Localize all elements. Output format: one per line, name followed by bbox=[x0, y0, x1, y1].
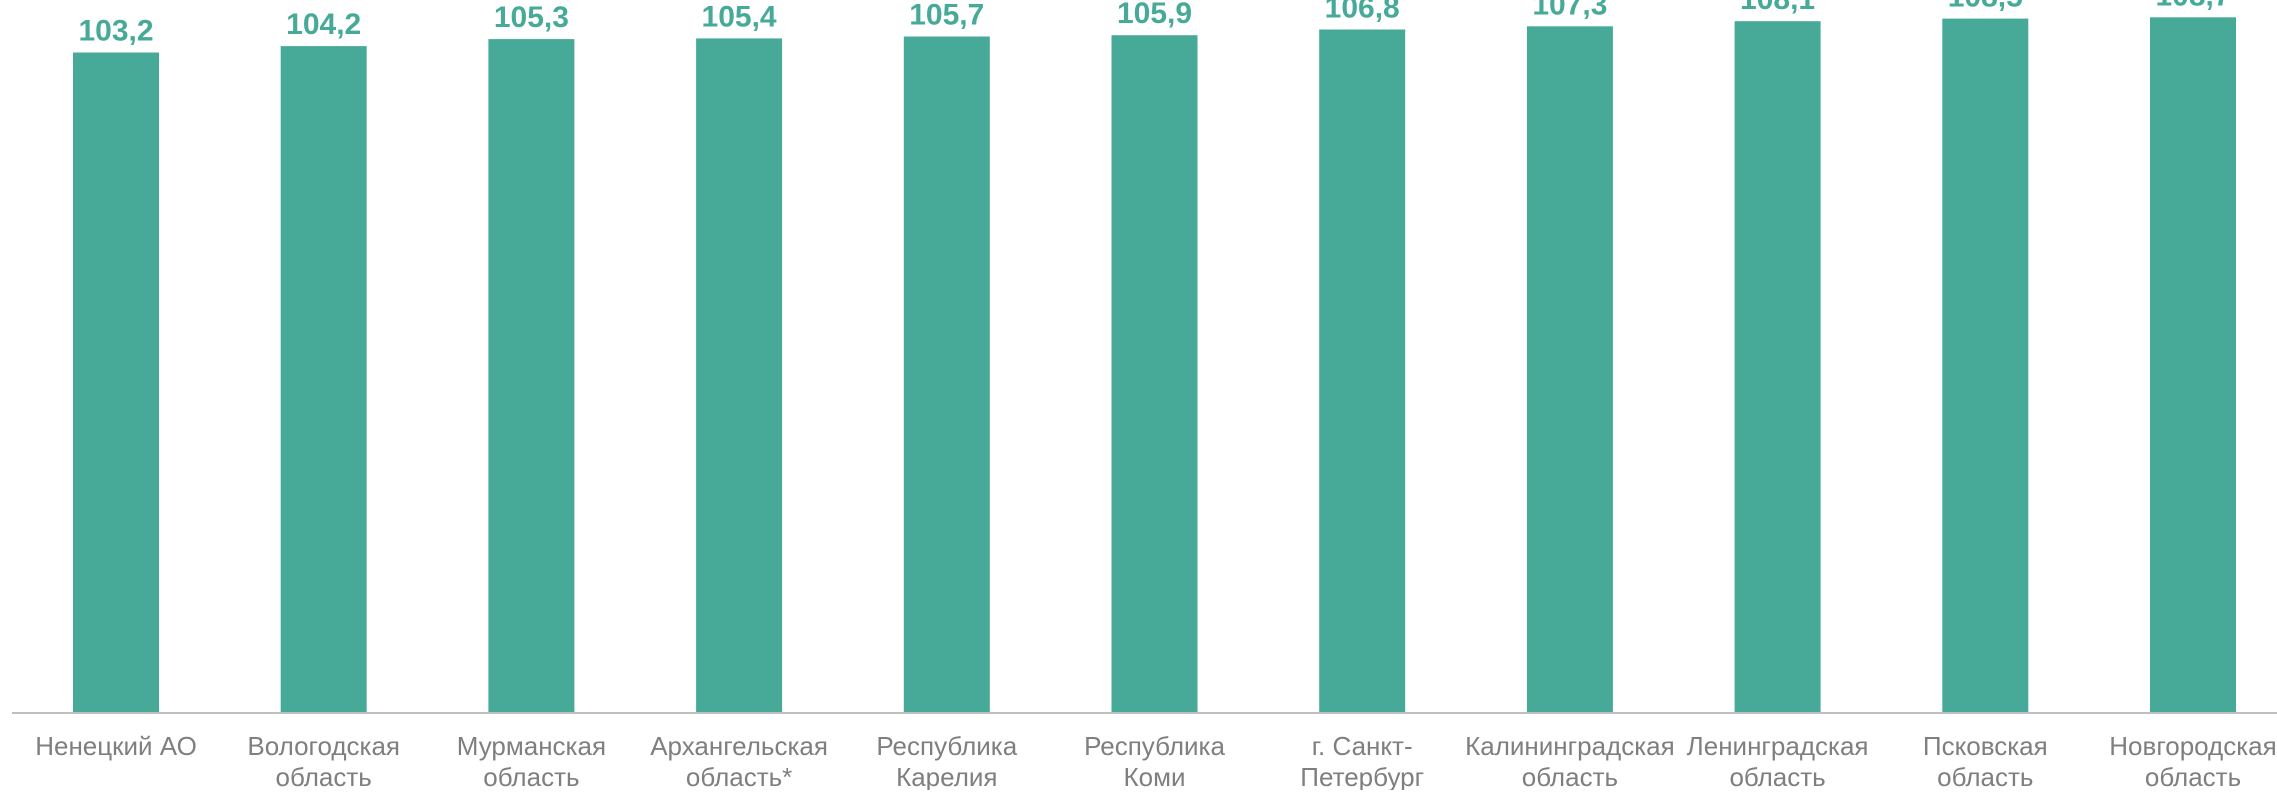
category-label-2-line-1: область bbox=[483, 762, 579, 790]
bar-0 bbox=[73, 52, 159, 713]
bar-1 bbox=[280, 46, 367, 714]
category-label-5-line-0: Республика bbox=[1084, 731, 1225, 761]
bars-group bbox=[73, 17, 2236, 714]
category-label-8-line-0: Ленинградская bbox=[1687, 731, 1869, 761]
category-label-7-line-0: Калининградская bbox=[1465, 731, 1675, 761]
category-label-9: Псковская область bbox=[1923, 731, 2048, 790]
value-label-1: 104,2 bbox=[286, 8, 361, 41]
bar-2 bbox=[488, 39, 575, 714]
value-label-2: 105,3 bbox=[494, 1, 569, 34]
category-label-8: Ленинградская область bbox=[1687, 731, 1869, 790]
category-label-8-line-1: область bbox=[1729, 762, 1825, 790]
bar-8 bbox=[1734, 21, 1821, 713]
category-label-3-line-1: область* bbox=[686, 762, 792, 790]
value-label-6: 106,8 bbox=[1325, 0, 1400, 25]
value-label-7: 107,3 bbox=[1532, 0, 1607, 21]
category-label-4-line-0: Республика bbox=[876, 731, 1017, 761]
value-label-4: 105,7 bbox=[909, 0, 984, 32]
category-label-4: Республика Карелия bbox=[876, 731, 1017, 790]
bar-3 bbox=[696, 38, 783, 713]
category-label-0: Ненецкий АО bbox=[35, 731, 197, 761]
category-label-7-line-1: область bbox=[1522, 762, 1618, 790]
category-label-6-line-0: г. Санкт- bbox=[1312, 731, 1413, 761]
category-label-0-line-0: Ненецкий АО bbox=[35, 731, 197, 761]
value-labels-group: 103,2 104,2 105,3 105,4 105,7 105,9 106,8 107,3… bbox=[78, 0, 2230, 48]
value-label-3: 105,4 bbox=[702, 0, 777, 33]
category-label-5: Республика Коми bbox=[1084, 731, 1225, 790]
category-label-9-line-0: Псковская bbox=[1923, 731, 2048, 761]
bar-4 bbox=[903, 36, 990, 713]
category-label-9-line-1: область bbox=[1937, 762, 2033, 790]
category-label-6: г. Санкт-Петербург bbox=[1300, 731, 1424, 790]
value-label-9: 108,5 bbox=[1948, 0, 2023, 14]
bar-6 bbox=[1319, 29, 1406, 713]
category-label-10-line-0: Новгородская bbox=[2109, 731, 2276, 761]
category-label-1-line-0: Вологодская bbox=[247, 731, 400, 761]
value-label-5: 105,9 bbox=[1117, 0, 1192, 30]
category-label-2-line-0: Мурманская bbox=[457, 731, 606, 761]
bar-9 bbox=[1942, 18, 2029, 714]
category-label-10-line-1: область bbox=[2145, 762, 2241, 790]
category-label-1: Вологодская область bbox=[247, 731, 400, 790]
value-label-10: 108,7 bbox=[2155, 0, 2230, 12]
value-label-8: 108,1 bbox=[1740, 0, 1815, 16]
value-label-0: 103,2 bbox=[78, 15, 153, 48]
category-label-3-line-0: Архангельская bbox=[650, 731, 828, 761]
category-label-2: Мурманская область bbox=[457, 731, 606, 790]
category-label-6-line-1: Петербург bbox=[1300, 762, 1424, 790]
bar-7 bbox=[1526, 26, 1613, 714]
category-label-3: Архангельская область* bbox=[650, 731, 828, 790]
category-label-4-line-1: Карелия bbox=[896, 762, 997, 790]
bar-10 bbox=[2150, 17, 2236, 714]
bar-5 bbox=[1111, 35, 1198, 713]
category-label-1-line-1: область bbox=[276, 762, 372, 790]
category-label-7: Калининградская область bbox=[1465, 731, 1675, 790]
category-label-10: Новгородская область bbox=[2109, 731, 2276, 790]
category-label-5-line-1: Коми bbox=[1123, 762, 1185, 790]
